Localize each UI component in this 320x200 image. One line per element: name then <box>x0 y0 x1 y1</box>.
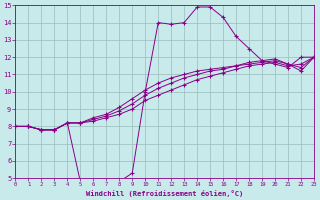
X-axis label: Windchill (Refroidissement éolien,°C): Windchill (Refroidissement éolien,°C) <box>86 190 243 197</box>
